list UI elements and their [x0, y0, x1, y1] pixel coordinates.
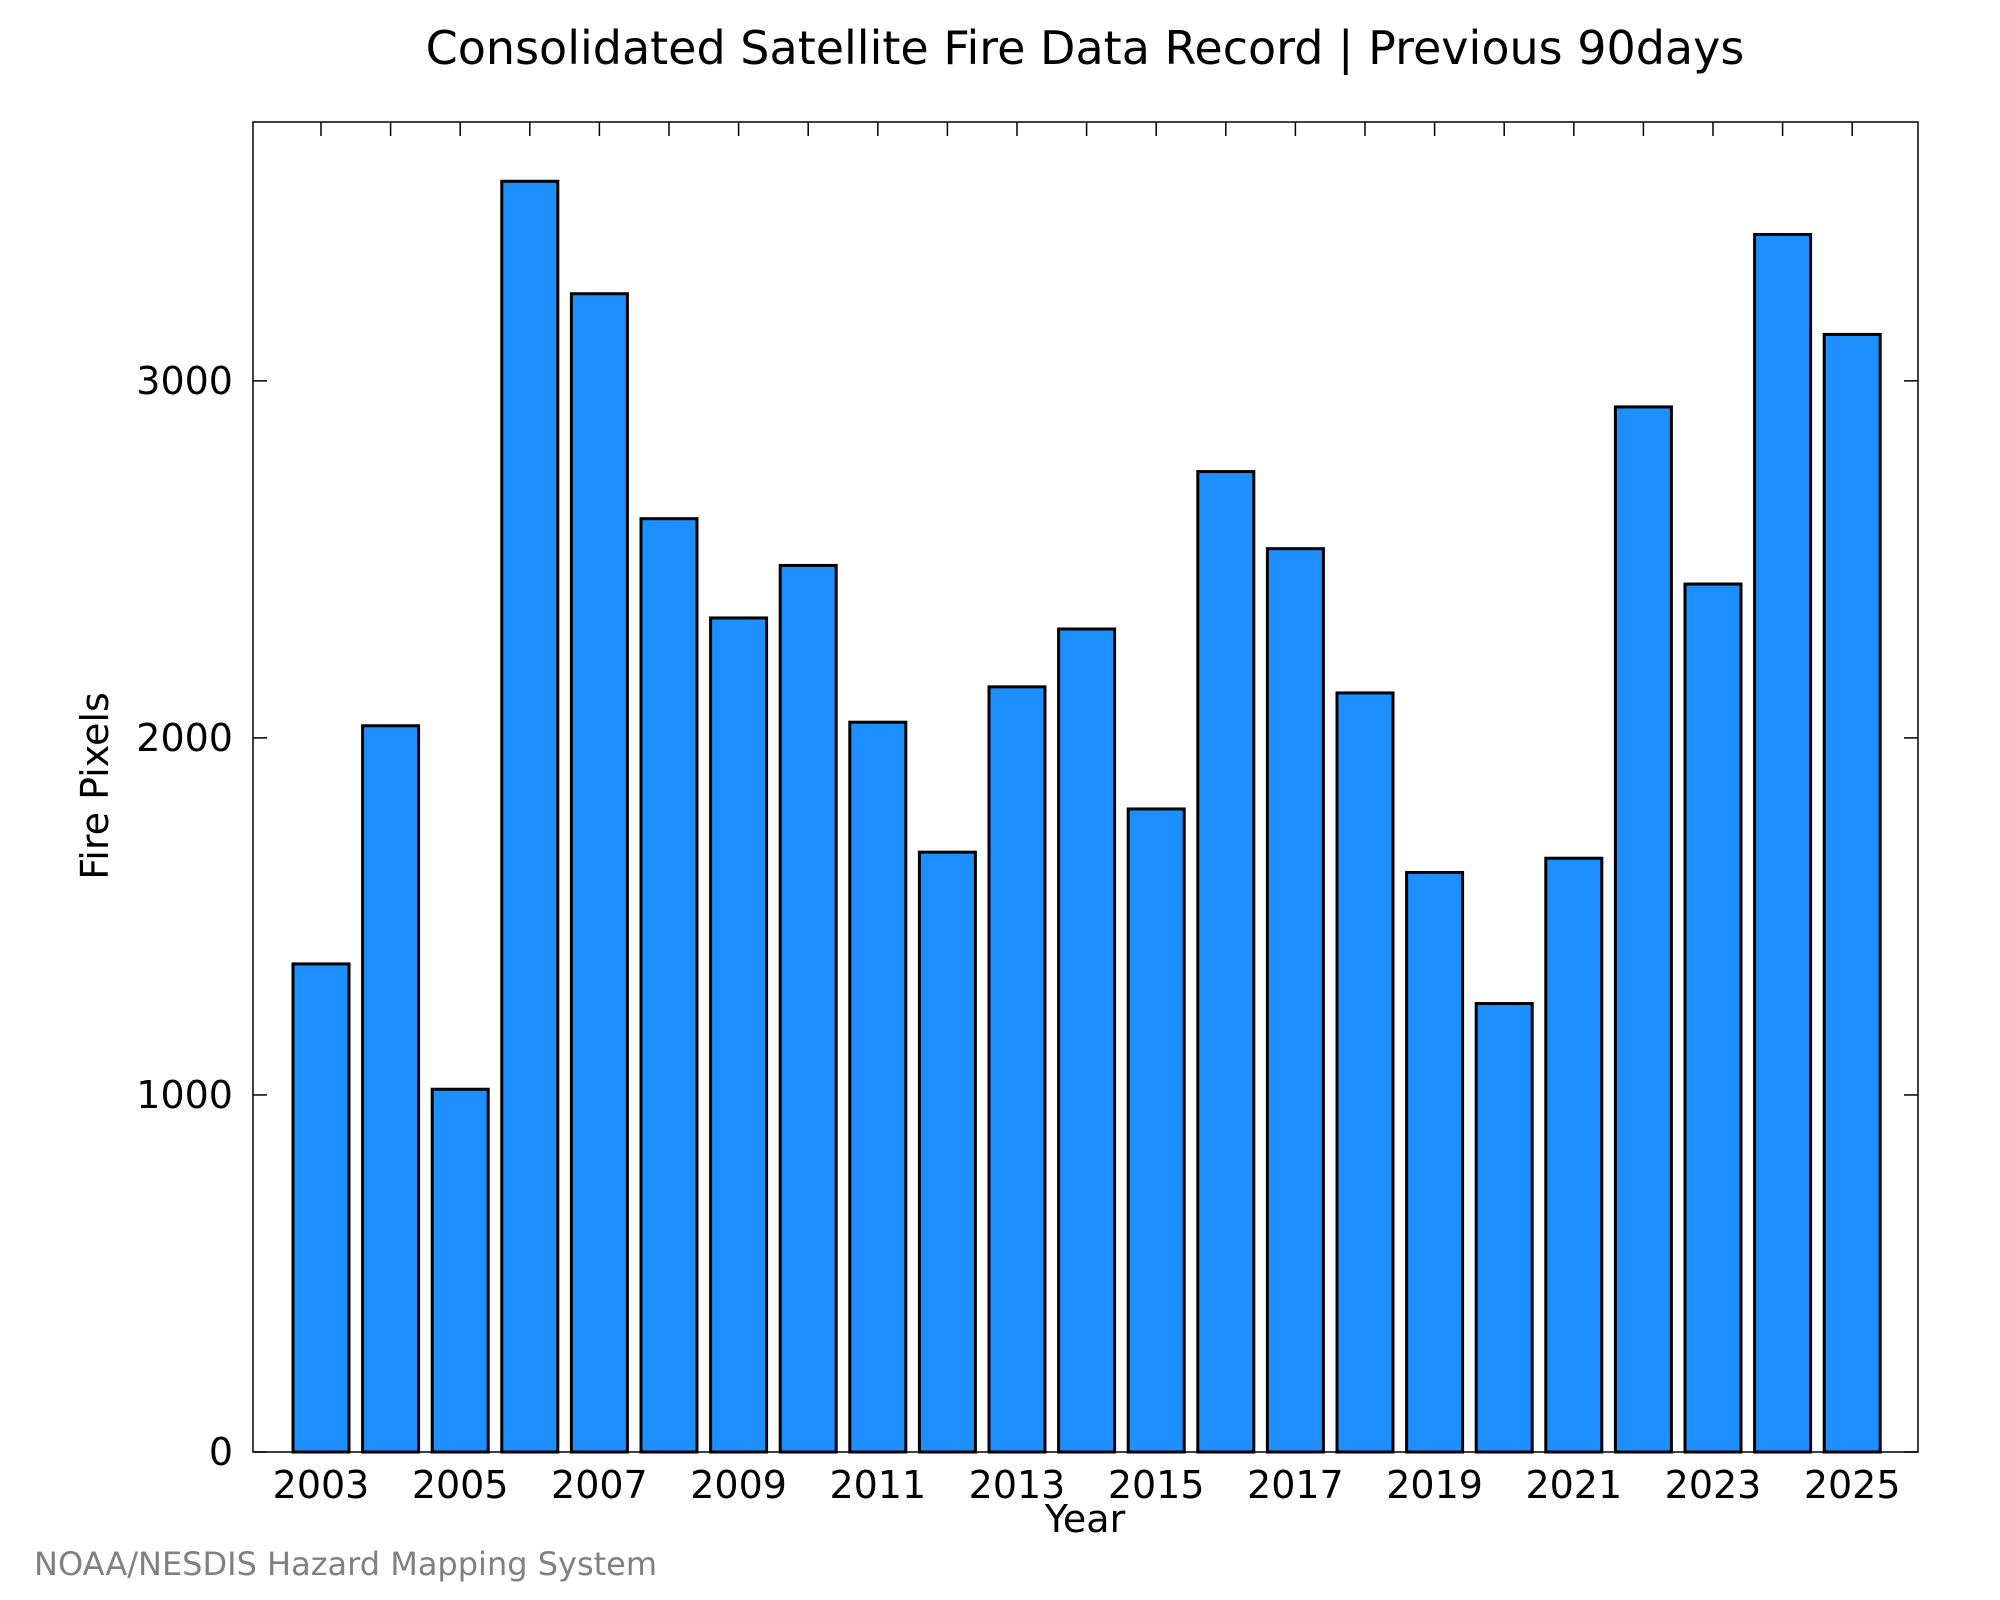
- bar-2019: [1405, 871, 1465, 1454]
- y-axis-label: Fire Pixels: [73, 692, 117, 880]
- y-tick-label-1000: 1000: [136, 1073, 233, 1117]
- credit-text: NOAA/NESDIS Hazard Mapping System: [34, 1545, 657, 1583]
- bar-2008: [639, 517, 699, 1454]
- bar-2009: [709, 616, 769, 1454]
- y-tick-labels: 0 1000 2000 3000: [136, 359, 233, 1474]
- bar-2003: [291, 962, 351, 1454]
- bar-2013: [987, 685, 1047, 1454]
- bar-2011: [848, 720, 908, 1454]
- bar-2007: [569, 292, 629, 1454]
- bar-2006: [500, 179, 560, 1454]
- x-tick-label-2023: 2023: [1665, 1463, 1762, 1507]
- x-tick-label-2015: 2015: [1108, 1463, 1205, 1507]
- chart-title: Consolidated Satellite Fire Data Record …: [426, 21, 1745, 76]
- bar-2023: [1683, 582, 1743, 1454]
- x-tick-label-2025: 2025: [1804, 1463, 1901, 1507]
- bars: [291, 179, 1882, 1454]
- bar-2022: [1613, 405, 1673, 1454]
- x-tick-label-2009: 2009: [690, 1463, 787, 1507]
- x-tick-label-2005: 2005: [412, 1463, 509, 1507]
- bar-2012: [917, 850, 977, 1454]
- bar-2024: [1753, 232, 1813, 1454]
- x-tick-label-2003: 2003: [273, 1463, 370, 1507]
- y-tick-label-3000: 3000: [136, 359, 233, 403]
- bar-2010: [778, 563, 838, 1454]
- x-tick-label-2011: 2011: [829, 1463, 926, 1507]
- x-tick-label-2019: 2019: [1386, 1463, 1483, 1507]
- bar-2025: [1822, 332, 1882, 1454]
- x-axis-label: Year: [1044, 1497, 1126, 1541]
- bar-2018: [1335, 691, 1395, 1454]
- x-tick-labels: 2003 2005 2007 2009 2011 2013 2015 2017 2019 2021…: [273, 1463, 1901, 1507]
- bar-2020: [1474, 1002, 1534, 1454]
- bar-2017: [1265, 547, 1325, 1454]
- bar-2005: [430, 1087, 490, 1454]
- y-tick-label-2000: 2000: [136, 716, 233, 760]
- x-tick-label-2021: 2021: [1525, 1463, 1622, 1507]
- bar-2004: [361, 724, 421, 1454]
- x-tick-label-2017: 2017: [1247, 1463, 1344, 1507]
- bar-2021: [1544, 856, 1604, 1454]
- x-tick-label-2007: 2007: [551, 1463, 648, 1507]
- x-tick-label-2013: 2013: [969, 1463, 1066, 1507]
- bar-2014: [1057, 627, 1117, 1454]
- y-tick-label-0: 0: [209, 1430, 233, 1474]
- bar-2015: [1126, 807, 1186, 1454]
- bar-2016: [1196, 470, 1256, 1454]
